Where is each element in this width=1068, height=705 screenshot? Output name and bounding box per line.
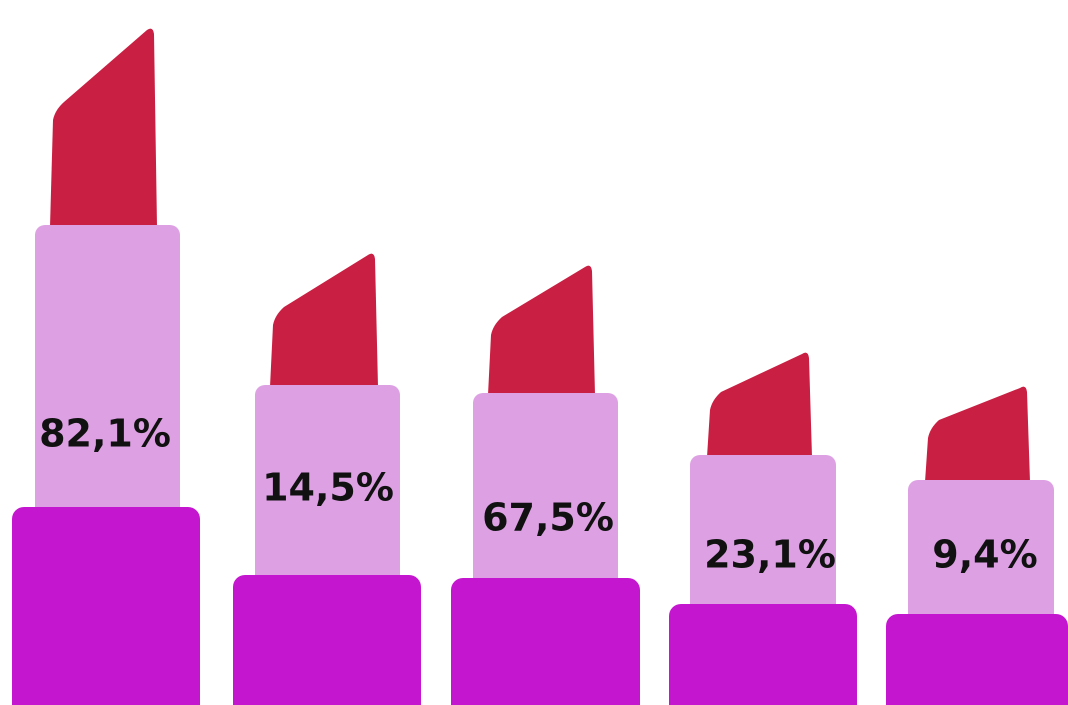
- lipstick-bullet: [707, 353, 812, 457]
- lipstick-bullet: [50, 29, 157, 227]
- page: 82,1%14,5%67,5%23,1%9,4% (() => { const …: [0, 0, 1068, 705]
- lipstick-base: [12, 507, 200, 705]
- percent-label: 14,5%: [262, 466, 394, 510]
- lipstick-tube: [473, 393, 618, 588]
- lipstick-base: [669, 604, 857, 705]
- lipstick-base: [451, 578, 640, 705]
- percent-label: 67,5%: [482, 496, 614, 540]
- lipstick-bullet: [925, 387, 1030, 482]
- percent-label: 23,1%: [704, 533, 836, 577]
- percent-label: 9,4%: [932, 533, 1037, 577]
- lipstick-bullet: [488, 266, 595, 395]
- lipstick-tube: [35, 225, 180, 517]
- lipstick-bullet: [270, 254, 378, 387]
- percent-label: 82,1%: [39, 412, 171, 456]
- lipstick-infographic: 82,1% 14,5% 67,5% 23,1% 9,4%: [0, 0, 1068, 705]
- lipstick-base: [233, 575, 421, 705]
- lipstick-base: [886, 614, 1068, 705]
